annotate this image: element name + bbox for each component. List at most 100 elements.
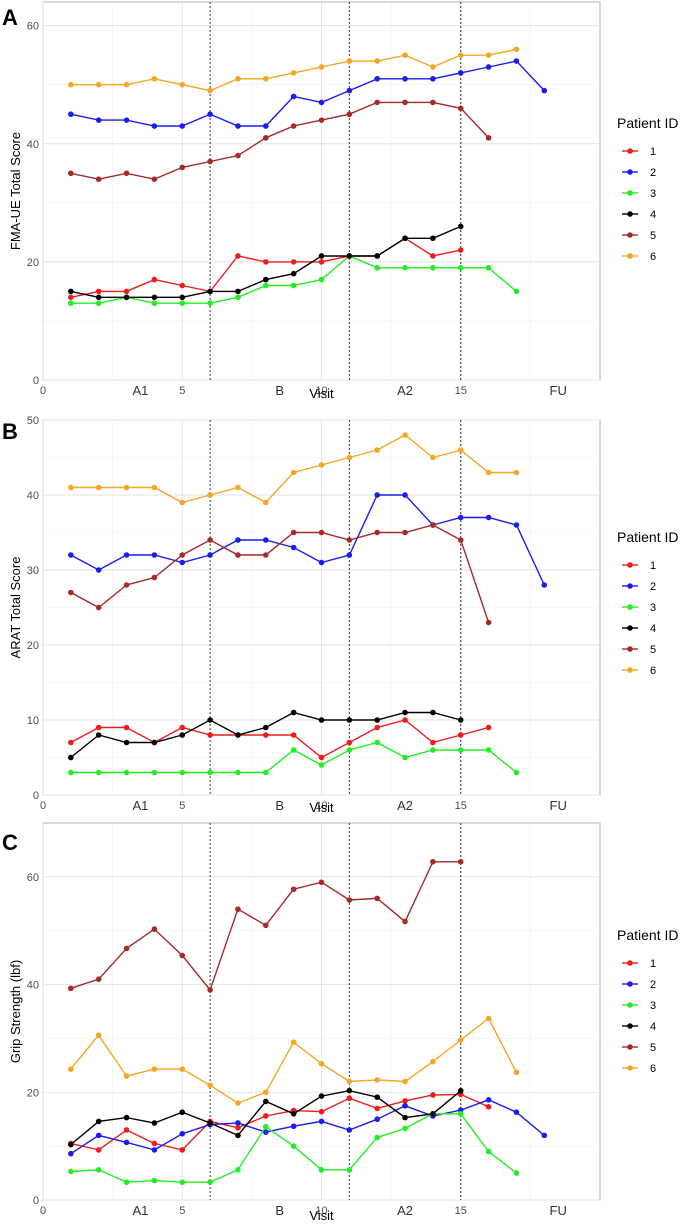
legend-label: 4 (650, 209, 656, 221)
data-point (374, 1077, 381, 1083)
data-point (123, 1073, 130, 1079)
data-point (179, 952, 186, 959)
y-tick-label: 20 (27, 257, 39, 269)
data-point (485, 469, 492, 476)
data-point (374, 264, 381, 271)
data-point (374, 1105, 381, 1112)
data-point (207, 717, 213, 723)
data-point (374, 253, 381, 259)
data-point (374, 1134, 381, 1141)
data-point (457, 264, 464, 271)
phase-label: A2 (397, 798, 413, 813)
data-point (123, 724, 130, 731)
data-point (68, 552, 74, 558)
data-point (179, 552, 186, 558)
data-point (68, 589, 74, 596)
data-point (485, 619, 492, 626)
data-point (318, 1167, 325, 1173)
data-point (402, 1125, 408, 1132)
data-point (95, 976, 102, 982)
series-line (70, 494, 545, 586)
data-point (263, 1089, 269, 1096)
data-point (290, 259, 297, 265)
data-point (346, 1127, 353, 1133)
data-point (207, 288, 213, 295)
data-point (430, 739, 436, 746)
data-point (290, 123, 297, 129)
y-tick-label: 0 (33, 1195, 39, 1207)
data-point (235, 552, 241, 558)
series-5 (68, 858, 464, 993)
data-point (290, 282, 297, 289)
data-point (179, 1066, 186, 1072)
legend-key-point (627, 667, 633, 673)
data-point (235, 906, 241, 912)
data-point (290, 529, 297, 536)
phase-label: A1 (133, 383, 149, 398)
data-point (402, 754, 408, 761)
data-point (374, 1116, 381, 1123)
data-point (318, 1108, 325, 1115)
x-tick-label: 10 (315, 800, 327, 812)
legend-label: 2 (650, 581, 656, 593)
data-point (513, 522, 520, 528)
data-point (68, 1141, 74, 1148)
data-point (402, 75, 408, 82)
y-tick-label: 40 (27, 139, 39, 151)
y-tick-label: 60 (27, 21, 39, 33)
data-point (179, 499, 186, 506)
data-point (179, 294, 186, 301)
x-tick-label: 15 (455, 800, 467, 812)
y-tick-label: 20 (27, 640, 39, 652)
x-tick-label: 0 (40, 1205, 46, 1217)
data-point (457, 447, 464, 453)
data-point (68, 288, 74, 295)
data-point (263, 1129, 269, 1135)
y-axis-title: Grip Strength (lbf) (8, 960, 23, 1063)
data-point (485, 52, 492, 58)
data-point (402, 99, 408, 106)
phase-label: B (275, 1203, 284, 1218)
legend-label: 6 (650, 665, 656, 677)
data-point (430, 1092, 436, 1098)
data-point (263, 276, 269, 283)
data-point (290, 544, 297, 551)
data-point (263, 1098, 269, 1105)
data-point (95, 484, 102, 491)
data-point (402, 432, 408, 438)
data-point (513, 469, 520, 476)
data-point (263, 732, 269, 738)
data-point (263, 1123, 269, 1130)
data-point (402, 709, 408, 716)
data-point (123, 484, 130, 491)
legend-label: 5 (650, 644, 656, 656)
data-point (346, 1087, 353, 1094)
legend-key-point (627, 148, 633, 154)
data-point (457, 1111, 464, 1117)
data-point (95, 732, 102, 738)
data-point (263, 537, 269, 543)
data-point (290, 70, 297, 76)
data-point (179, 81, 186, 88)
data-point (123, 945, 130, 952)
data-point (485, 747, 492, 753)
phase-label: FU (550, 798, 567, 813)
data-point (263, 135, 269, 141)
phase-label: FU (550, 383, 567, 398)
data-point (402, 1098, 408, 1104)
data-point (123, 1127, 130, 1133)
data-point (235, 1132, 241, 1139)
data-point (513, 769, 520, 776)
data-point (457, 1037, 464, 1043)
data-point (346, 1167, 353, 1173)
x-tick-label: 15 (455, 385, 467, 397)
data-point (95, 1118, 102, 1125)
data-point (430, 264, 436, 271)
phase-label: A2 (397, 383, 413, 398)
series-1 (68, 717, 492, 761)
data-point (457, 858, 464, 865)
data-point (151, 176, 158, 182)
data-point (541, 87, 548, 94)
legend-label: 1 (650, 958, 656, 970)
data-point (179, 123, 186, 129)
